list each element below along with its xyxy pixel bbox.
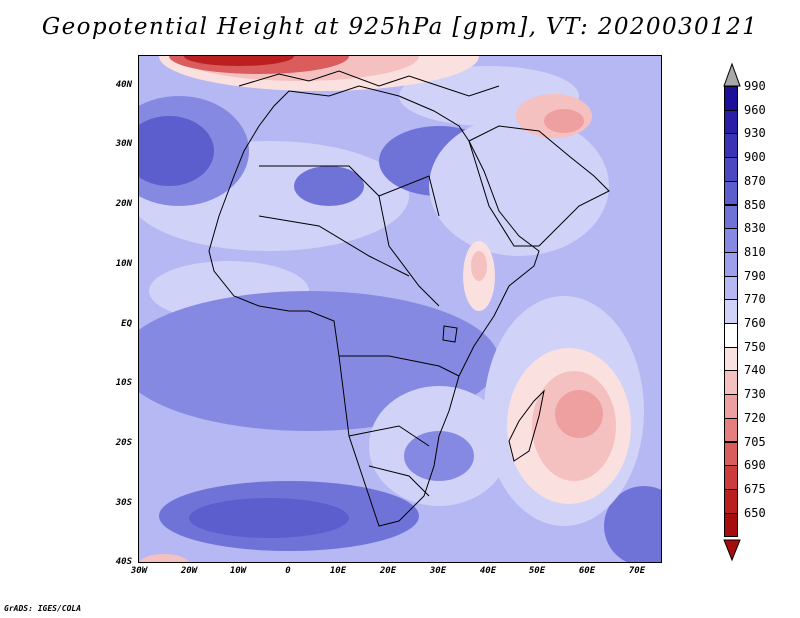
country-border <box>368 465 430 497</box>
colorbar-label: 705 <box>744 434 766 449</box>
colorbar-arrows <box>723 62 741 562</box>
country-border <box>378 195 440 307</box>
colorbar-bottom-arrow <box>723 539 741 562</box>
low-middle-east-core <box>544 109 584 133</box>
colorbar-label: 870 <box>744 173 766 188</box>
colorbar-label: 730 <box>744 387 766 402</box>
colorbar-label: 650 <box>744 505 766 520</box>
lon-label-0: 0 <box>285 566 291 576</box>
colorbar-swatch <box>724 157 738 182</box>
arabia-coastline <box>468 125 610 247</box>
colorbar-label: 850 <box>744 197 766 212</box>
low-ethiopia-core <box>471 251 487 281</box>
colorbar-label: 960 <box>744 102 766 117</box>
lon-label-10w: 10W <box>229 566 247 576</box>
colorbar-swatch <box>724 109 738 135</box>
low-europe-core <box>184 56 294 66</box>
colorbar-label: 810 <box>744 244 766 259</box>
colorbar-swatch <box>724 512 738 538</box>
geopotential-map <box>139 56 661 562</box>
lat-label-40n: 40N <box>115 80 132 90</box>
country-border <box>258 215 410 277</box>
lon-label-20e: 20E <box>379 566 397 576</box>
lat-label-30n: 30N <box>115 139 132 149</box>
colorbar-swatch <box>724 417 738 443</box>
colorbar-label: 990 <box>744 79 766 93</box>
colorbar-swatch <box>724 394 738 419</box>
light-arabia <box>429 116 609 256</box>
lon-label-40e: 40E <box>479 566 497 576</box>
lon-label-20w: 20W <box>180 566 198 576</box>
low-sw-corner <box>139 554 189 562</box>
lon-label-70e: 70E <box>628 566 646 576</box>
colorbar-swatch <box>724 204 738 230</box>
colorbar-swatch <box>724 346 738 372</box>
colorbar-label: 690 <box>744 458 766 473</box>
lon-label-10e: 10E <box>329 566 347 576</box>
lat-label-30s: 30S <box>115 498 132 508</box>
lake-victoria <box>442 325 458 343</box>
lat-label-10s: 10S <box>115 378 132 388</box>
colorbar-swatch <box>724 251 738 277</box>
colorbar-swatch <box>724 275 738 301</box>
colorbar-swatch <box>724 465 738 490</box>
credit-text: GrADS: IGES/COLA <box>4 604 82 613</box>
colorbar-label: 790 <box>744 268 766 283</box>
colorbar-swatch <box>724 441 738 467</box>
colorbar-label: 830 <box>744 221 766 236</box>
map-panel[interactable] <box>138 55 662 563</box>
europe-coastline <box>238 70 500 97</box>
lat-label-20n: 20N <box>115 199 132 209</box>
lat-label-20s: 20S <box>115 438 132 448</box>
colorbar-label: 750 <box>744 339 766 354</box>
colorbar-swatch <box>724 180 738 206</box>
colorbar-label: 770 <box>744 292 766 307</box>
colorbar-top-arrow <box>723 62 741 87</box>
high-south-indian <box>604 486 661 562</box>
colorbar-label: 740 <box>744 363 766 378</box>
high-core-atlantic <box>139 116 214 186</box>
country-border <box>339 355 460 377</box>
high-botswana <box>404 431 474 481</box>
country-border <box>348 425 430 447</box>
madagascar-coastline <box>508 389 545 462</box>
lat-label-eq: EQ <box>121 319 132 329</box>
colorbar-swatch <box>724 323 738 348</box>
lon-label-50e: 50E <box>528 566 546 576</box>
lat-label-10n: 10N <box>115 259 132 269</box>
colorbar-swatch <box>724 488 738 514</box>
lon-label-30w: 30W <box>130 566 148 576</box>
lon-label-60e: 60E <box>578 566 596 576</box>
coastlines <box>208 70 610 527</box>
chart-title: Geopotential Height at 925hPa [gpm], VT:… <box>41 14 759 40</box>
high-sahara <box>294 166 364 206</box>
colorbar-label: 760 <box>744 316 766 330</box>
low-inner-indian <box>555 390 603 438</box>
high-core-south-atlantic <box>189 498 349 538</box>
colorbar-swatch <box>724 133 738 159</box>
colorbar-label: 720 <box>744 410 766 425</box>
colorbar-swatch <box>724 299 738 324</box>
africa-coastline <box>208 85 540 527</box>
colorbar-label: 900 <box>744 150 766 165</box>
colorbar-swatch <box>724 370 738 396</box>
colorbar-label: 675 <box>744 481 766 496</box>
lon-label-30e: 30E <box>429 566 447 576</box>
colorbar-swatch <box>724 228 738 253</box>
colorbar-swatch <box>724 86 738 111</box>
colorbar-label: 930 <box>744 126 766 141</box>
lat-label-40s: 40S <box>115 557 132 567</box>
